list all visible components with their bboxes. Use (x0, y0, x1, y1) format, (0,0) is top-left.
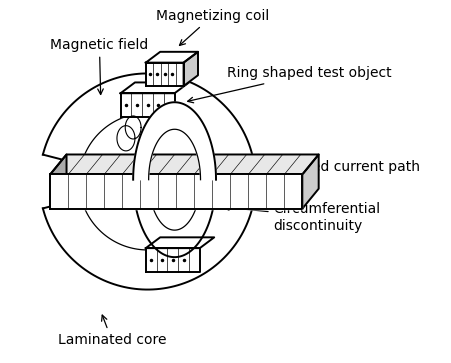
Polygon shape (50, 174, 302, 208)
Text: Magnetic field: Magnetic field (50, 38, 148, 94)
Polygon shape (145, 52, 198, 63)
Text: Ring shaped test object: Ring shaped test object (187, 66, 391, 103)
Polygon shape (145, 237, 214, 248)
Polygon shape (133, 102, 216, 180)
Polygon shape (145, 63, 183, 86)
Polygon shape (120, 93, 174, 117)
Text: Laminated core: Laminated core (57, 315, 166, 347)
Polygon shape (183, 52, 198, 86)
Text: Induced current path: Induced current path (230, 160, 419, 174)
Polygon shape (50, 155, 66, 208)
Polygon shape (43, 73, 252, 164)
Polygon shape (133, 180, 216, 257)
Polygon shape (302, 155, 318, 208)
Text: Circumferential
discontinuity: Circumferential discontinuity (223, 203, 380, 233)
Polygon shape (43, 199, 252, 290)
Text: Magnetizing coil: Magnetizing coil (156, 9, 268, 45)
Polygon shape (120, 82, 189, 93)
Polygon shape (50, 155, 318, 174)
Polygon shape (50, 174, 302, 208)
Polygon shape (145, 248, 199, 272)
